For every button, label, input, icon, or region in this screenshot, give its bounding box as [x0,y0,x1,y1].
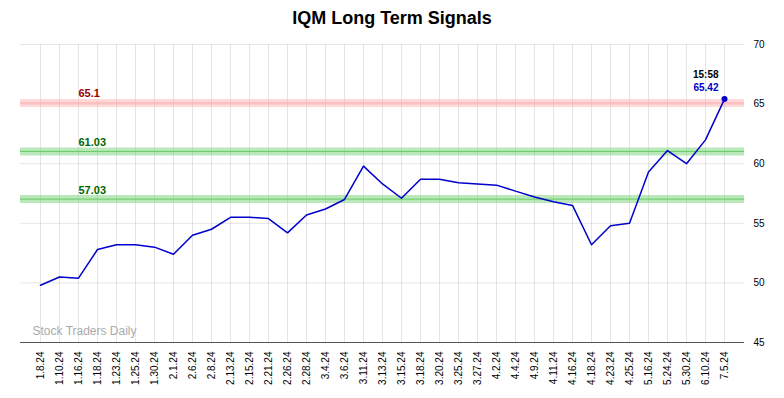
svg-text:1.10.24: 1.10.24 [54,351,65,385]
svg-text:3.13.24: 3.13.24 [377,351,388,385]
svg-text:15:58: 15:58 [693,69,719,80]
svg-text:1.18.24: 1.18.24 [92,351,103,385]
svg-text:1.8.24: 1.8.24 [35,351,46,379]
svg-text:2.6.24: 2.6.24 [187,351,198,379]
svg-text:4.23.24: 4.23.24 [605,351,616,385]
svg-text:4.9.24: 4.9.24 [529,351,540,379]
html-text:IQM Long Term Signals: IQM Long Term Signals [292,8,492,28]
svg-text:4.4.24: 4.4.24 [510,351,521,379]
svg-text:2.21.24: 2.21.24 [263,351,274,385]
svg-text:65.42: 65.42 [693,82,718,93]
svg-text:55: 55 [754,218,766,229]
svg-text:3.4.24: 3.4.24 [320,351,331,379]
svg-text:65: 65 [754,98,766,109]
svg-text:2.13.24: 2.13.24 [225,351,236,385]
svg-text:45: 45 [754,337,766,348]
svg-text:1.30.24: 1.30.24 [149,351,160,385]
svg-text:4.11.24: 4.11.24 [548,351,559,384]
svg-text:2.26.24: 2.26.24 [282,351,293,385]
svg-text:2.8.24: 2.8.24 [206,351,217,379]
svg-text:57.03: 57.03 [79,184,107,196]
svg-text:3.6.24: 3.6.24 [339,351,350,379]
svg-text:1.23.24: 1.23.24 [111,351,122,385]
svg-text:5.16.24: 5.16.24 [643,351,654,385]
svg-text:5.24.24: 5.24.24 [662,351,673,385]
svg-text:2.28.24: 2.28.24 [301,351,312,385]
svg-text:6.10.24: 6.10.24 [700,351,711,385]
svg-text:60: 60 [754,158,766,169]
svg-text:4.25.24: 4.25.24 [624,351,635,385]
svg-text:1.16.24: 1.16.24 [73,351,84,385]
svg-text:2.15.24: 2.15.24 [244,351,255,385]
svg-text:3.11.24: 3.11.24 [358,351,369,384]
svg-text:3.18.24: 3.18.24 [415,351,426,385]
svg-text:3.27.24: 3.27.24 [472,351,483,385]
svg-text:4.18.24: 4.18.24 [586,351,597,385]
svg-text:1.25.24: 1.25.24 [130,351,141,385]
svg-text:50: 50 [754,277,766,288]
svg-text:65.1: 65.1 [79,87,100,99]
svg-text:3.20.24: 3.20.24 [434,351,445,385]
svg-text:Stock Traders Daily: Stock Traders Daily [33,324,137,338]
svg-text:3.25.24: 3.25.24 [453,351,464,385]
svg-text:5.30.24: 5.30.24 [681,351,692,385]
svg-text:4.16.24: 4.16.24 [567,351,578,385]
svg-text:4.2.24: 4.2.24 [491,351,502,379]
svg-text:7.5.24: 7.5.24 [719,351,730,379]
svg-text:61.03: 61.03 [79,136,107,148]
svg-text:3.15.24: 3.15.24 [396,351,407,385]
svg-text:2.1.24: 2.1.24 [168,351,179,379]
svg-text:70: 70 [754,39,766,50]
